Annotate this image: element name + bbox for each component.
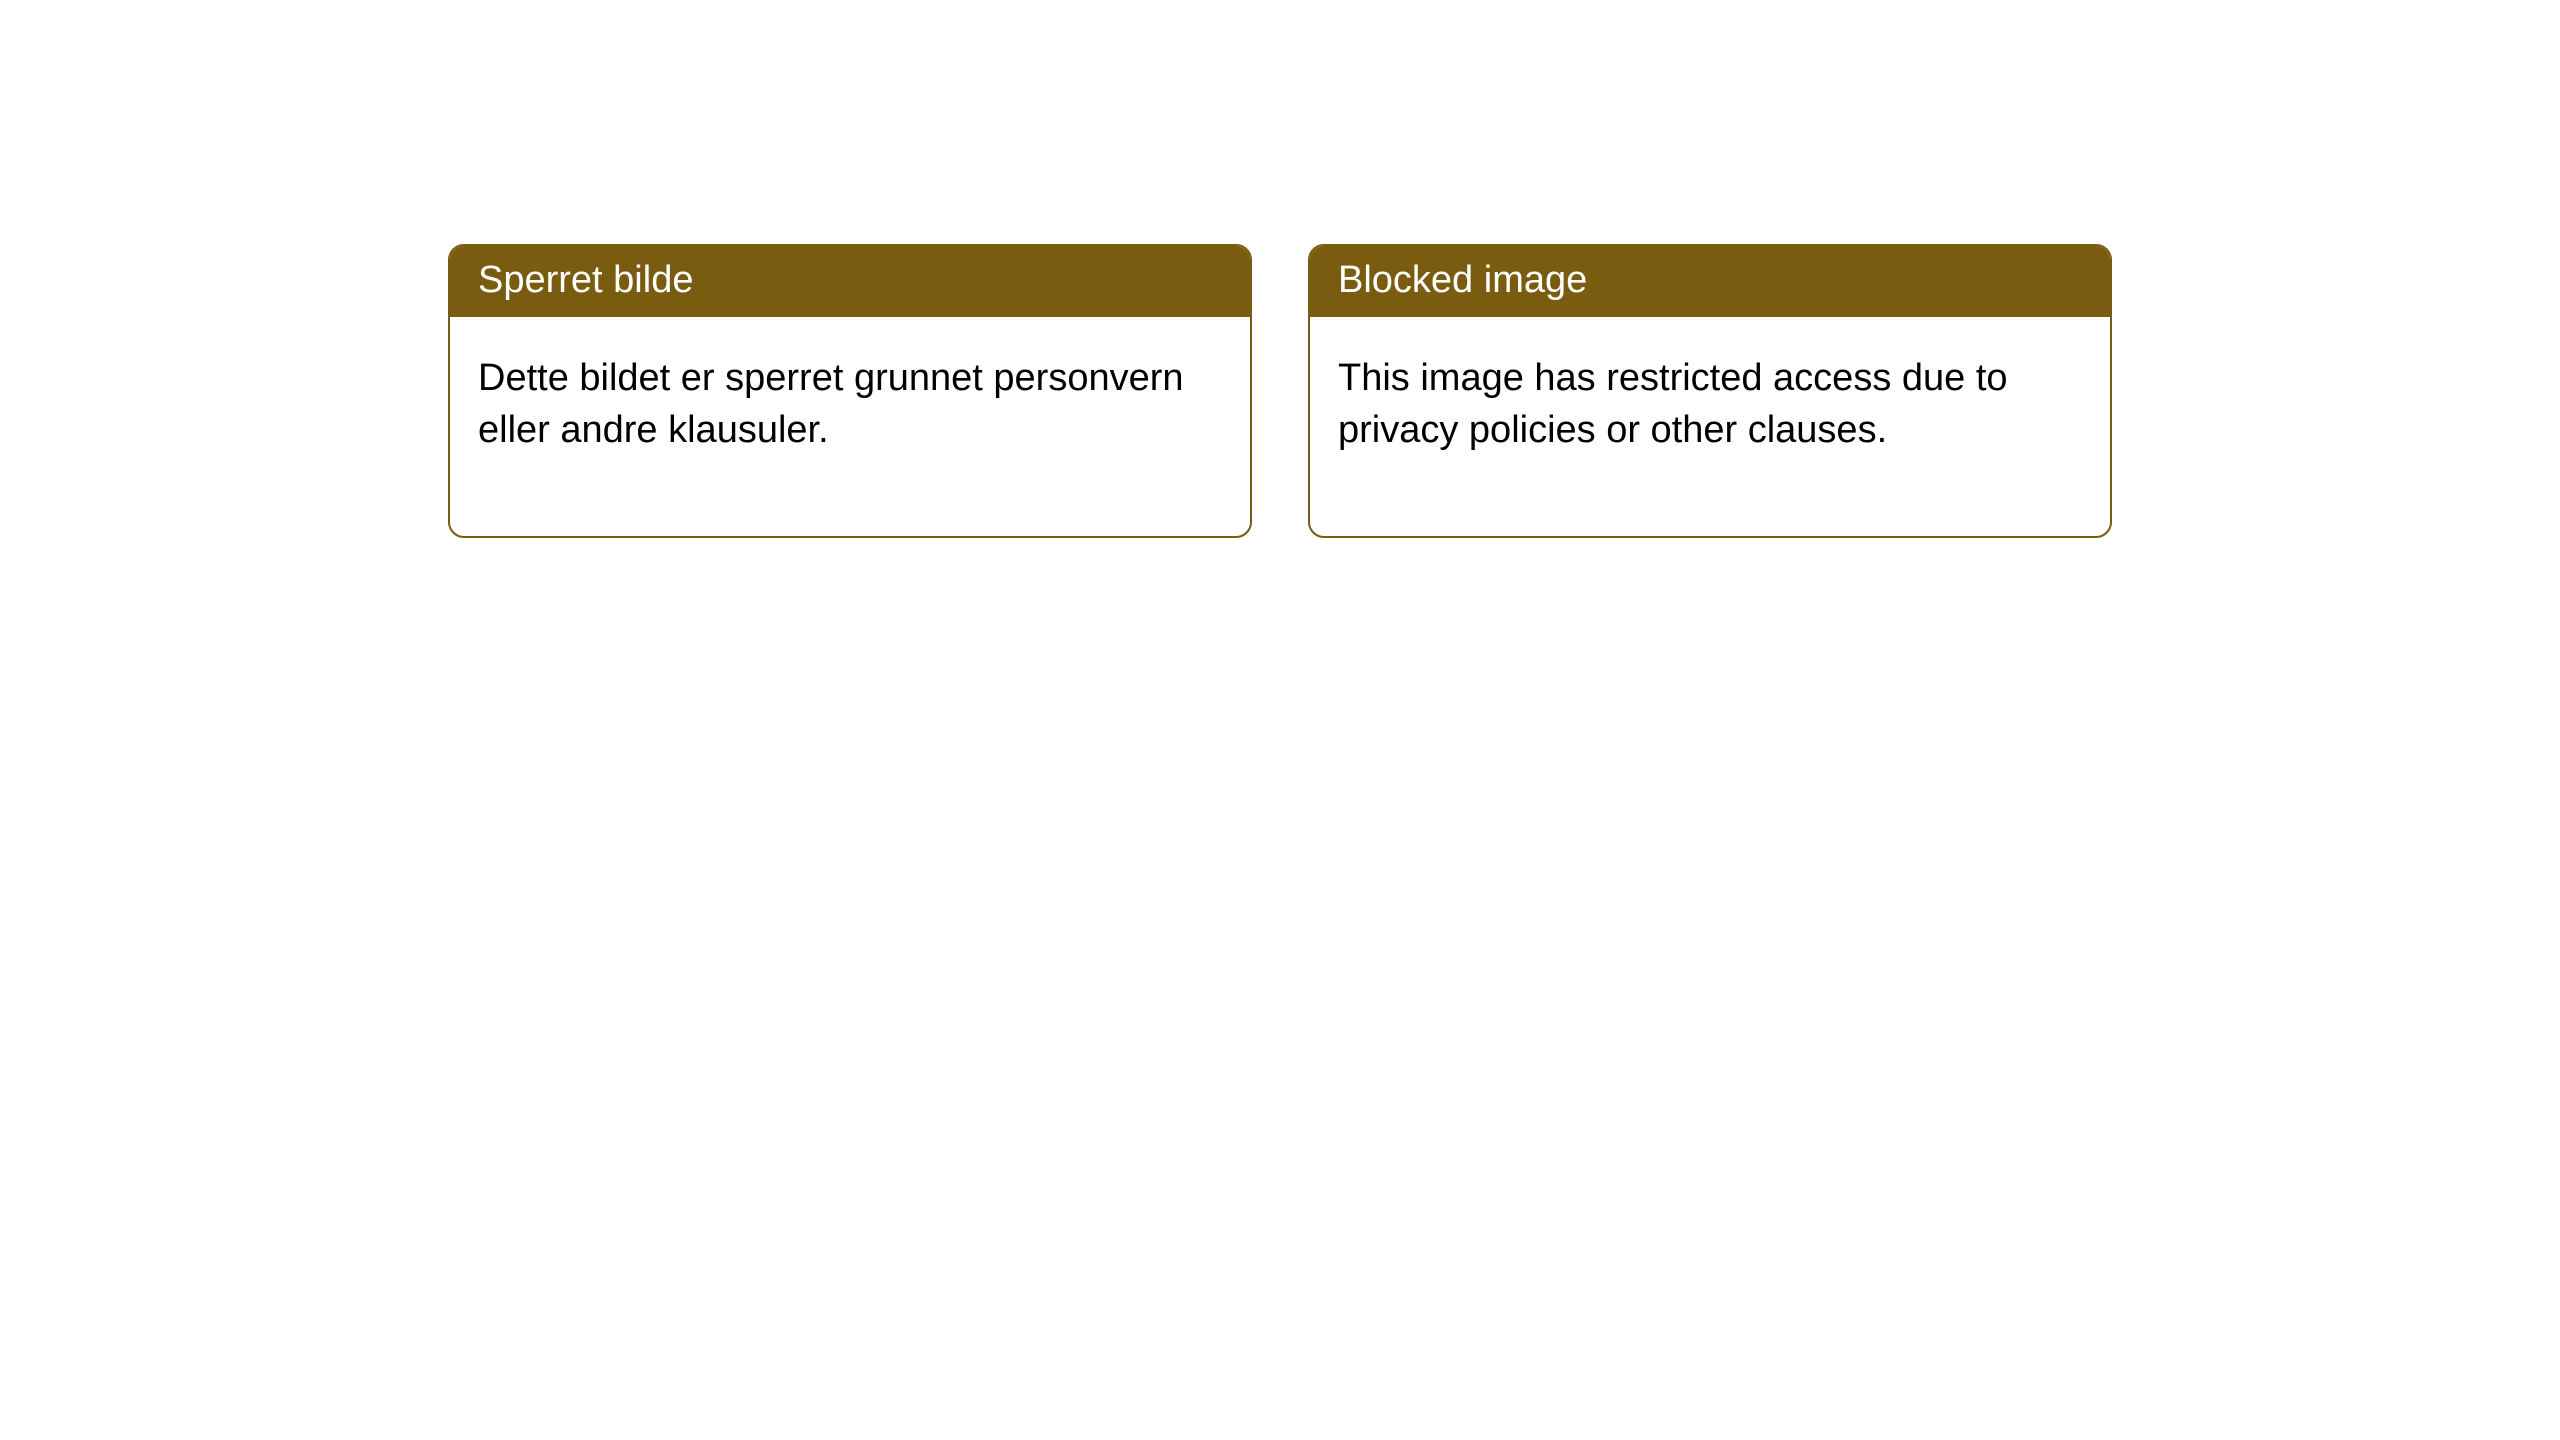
notice-card-english: Blocked image This image has restricted … (1308, 244, 2112, 538)
notice-card-norwegian: Sperret bilde Dette bildet er sperret gr… (448, 244, 1252, 538)
notice-cards-container: Sperret bilde Dette bildet er sperret gr… (0, 0, 2560, 538)
notice-body: Dette bildet er sperret grunnet personve… (450, 317, 1250, 536)
notice-header: Blocked image (1310, 246, 2110, 317)
notice-header: Sperret bilde (450, 246, 1250, 317)
notice-body: This image has restricted access due to … (1310, 317, 2110, 536)
